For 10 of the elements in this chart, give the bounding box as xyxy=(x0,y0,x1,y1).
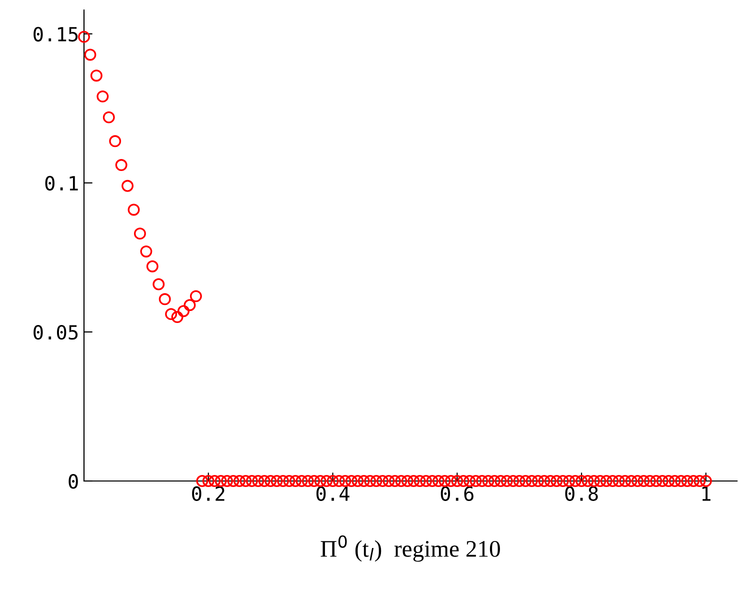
x-axis-title: Π$^{0}$ (t$_{l}$) regime 210 xyxy=(320,535,500,562)
x-tick-label: 0.2 xyxy=(192,486,224,502)
y-tick-label: 0 xyxy=(68,474,78,489)
y-tick-label: 0.15 xyxy=(34,26,78,42)
x-tick-label: 0.8 xyxy=(565,486,598,502)
x-tick-label: 1 xyxy=(702,486,710,501)
y-tick-label: 0.05 xyxy=(34,324,78,340)
y-tick-label: 0.1 xyxy=(45,176,78,191)
x-tick-label: 0.6 xyxy=(440,486,474,502)
x-tick-label: 0.4 xyxy=(316,486,350,502)
